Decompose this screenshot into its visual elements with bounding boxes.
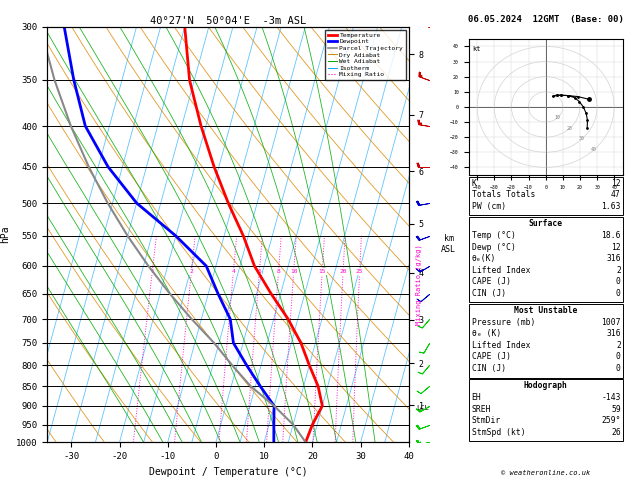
Text: 20: 20: [339, 269, 347, 274]
Text: 10: 10: [290, 269, 298, 274]
Text: 59: 59: [611, 404, 621, 414]
Y-axis label: hPa: hPa: [1, 226, 11, 243]
Text: θₑ (K): θₑ (K): [472, 330, 501, 338]
Text: StmDir: StmDir: [472, 416, 501, 425]
Text: 2: 2: [616, 341, 621, 350]
Text: EH: EH: [472, 393, 482, 402]
Text: Lifted Index: Lifted Index: [472, 341, 530, 350]
Text: K: K: [472, 179, 477, 188]
Text: StmSpd (kt): StmSpd (kt): [472, 428, 525, 437]
Text: 1007: 1007: [601, 318, 621, 327]
Text: 4: 4: [231, 269, 235, 274]
Text: 2: 2: [616, 266, 621, 275]
Text: CIN (J): CIN (J): [472, 364, 506, 373]
Text: 0: 0: [616, 277, 621, 286]
Legend: Temperature, Dewpoint, Parcel Trajectory, Dry Adiabat, Wet Adiabat, Isotherm, Mi: Temperature, Dewpoint, Parcel Trajectory…: [325, 30, 406, 80]
Text: kt: kt: [472, 47, 481, 52]
Text: 40: 40: [591, 147, 597, 152]
Text: 12: 12: [611, 179, 621, 188]
Text: LCL: LCL: [416, 405, 429, 411]
Text: Dewp (°C): Dewp (°C): [472, 243, 516, 252]
Text: PW (cm): PW (cm): [472, 202, 506, 211]
Text: 1: 1: [150, 269, 154, 274]
Text: 20: 20: [567, 126, 573, 131]
Text: SREH: SREH: [472, 404, 491, 414]
Text: 47: 47: [611, 191, 621, 199]
Text: 18.6: 18.6: [601, 231, 621, 240]
Text: Most Unstable: Most Unstable: [514, 306, 577, 315]
Text: 0: 0: [616, 352, 621, 362]
Text: 8: 8: [277, 269, 281, 274]
Text: 316: 316: [606, 254, 621, 263]
Text: 1.63: 1.63: [601, 202, 621, 211]
Text: © weatheronline.co.uk: © weatheronline.co.uk: [501, 470, 590, 476]
Text: -143: -143: [601, 393, 621, 402]
Text: 0: 0: [616, 364, 621, 373]
Text: 06.05.2024  12GMT  (Base: 00): 06.05.2024 12GMT (Base: 00): [468, 15, 623, 24]
Text: 6: 6: [257, 269, 261, 274]
Text: 259°: 259°: [601, 416, 621, 425]
Y-axis label: km
ASL: km ASL: [441, 235, 456, 254]
Text: 12: 12: [611, 243, 621, 252]
Text: Mixing Ratio (g/kg): Mixing Ratio (g/kg): [415, 244, 421, 325]
Text: 26: 26: [611, 428, 621, 437]
Text: 316: 316: [606, 330, 621, 338]
Text: CIN (J): CIN (J): [472, 289, 506, 298]
Text: Temp (°C): Temp (°C): [472, 231, 516, 240]
Text: θₑ(K): θₑ(K): [472, 254, 496, 263]
Text: 25: 25: [356, 269, 364, 274]
Text: Pressure (mb): Pressure (mb): [472, 318, 535, 327]
Text: 0: 0: [616, 289, 621, 298]
Text: CAPE (J): CAPE (J): [472, 277, 511, 286]
Text: 30: 30: [579, 137, 585, 141]
Text: 10: 10: [555, 115, 560, 120]
Text: Surface: Surface: [528, 219, 563, 228]
Title: 40°27'N  50°04'E  -3m ASL: 40°27'N 50°04'E -3m ASL: [150, 16, 306, 26]
Text: 2: 2: [189, 269, 193, 274]
Text: 15: 15: [318, 269, 326, 274]
Text: Hodograph: Hodograph: [524, 382, 567, 390]
Text: Lifted Index: Lifted Index: [472, 266, 530, 275]
X-axis label: Dewpoint / Temperature (°C): Dewpoint / Temperature (°C): [148, 467, 308, 477]
Text: CAPE (J): CAPE (J): [472, 352, 511, 362]
Text: Totals Totals: Totals Totals: [472, 191, 535, 199]
